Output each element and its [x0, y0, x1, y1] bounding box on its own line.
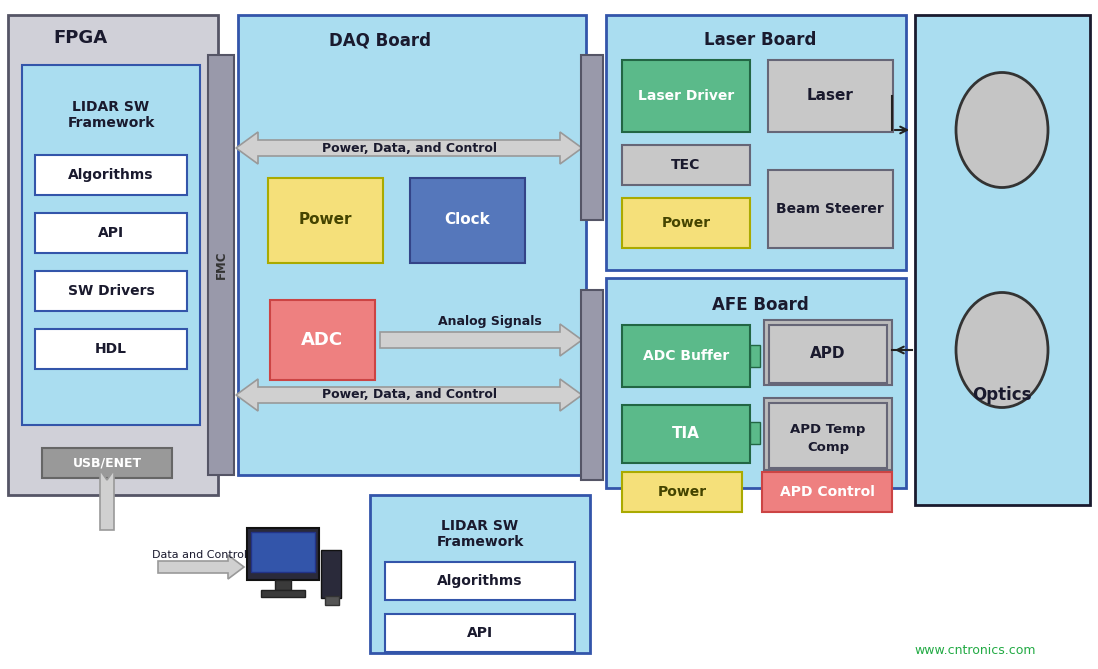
Text: Data and Control: Data and Control	[153, 550, 247, 560]
FancyBboxPatch shape	[325, 596, 339, 605]
Text: AFE Board: AFE Board	[712, 296, 808, 314]
FancyBboxPatch shape	[35, 329, 187, 369]
Text: FMC: FMC	[214, 251, 227, 279]
FancyBboxPatch shape	[35, 213, 187, 253]
FancyBboxPatch shape	[35, 155, 187, 195]
FancyBboxPatch shape	[768, 170, 893, 248]
Text: ADC Buffer: ADC Buffer	[642, 349, 729, 363]
Text: Power: Power	[661, 216, 710, 230]
Text: Framework: Framework	[436, 535, 524, 549]
FancyBboxPatch shape	[238, 15, 586, 475]
FancyBboxPatch shape	[606, 15, 906, 270]
Text: TIA: TIA	[672, 427, 699, 442]
Text: Clock: Clock	[444, 213, 490, 227]
Text: FPGA: FPGA	[53, 29, 108, 47]
Polygon shape	[236, 132, 582, 164]
Text: ADC: ADC	[301, 331, 343, 349]
FancyBboxPatch shape	[268, 178, 383, 263]
FancyBboxPatch shape	[261, 590, 305, 597]
FancyBboxPatch shape	[370, 495, 590, 653]
FancyBboxPatch shape	[42, 448, 172, 478]
Text: APD Temp: APD Temp	[791, 423, 865, 436]
Text: TEC: TEC	[671, 158, 701, 172]
Text: Algorithms: Algorithms	[437, 574, 523, 588]
Ellipse shape	[956, 72, 1047, 187]
FancyBboxPatch shape	[750, 345, 760, 367]
Text: API: API	[98, 226, 124, 240]
Text: Laser Board: Laser Board	[704, 31, 816, 49]
Text: Power, Data, and Control: Power, Data, and Control	[323, 389, 497, 401]
FancyBboxPatch shape	[606, 278, 906, 488]
Polygon shape	[236, 379, 582, 411]
FancyBboxPatch shape	[764, 398, 892, 470]
FancyBboxPatch shape	[621, 145, 750, 185]
Text: Power: Power	[658, 485, 706, 499]
FancyBboxPatch shape	[581, 290, 603, 480]
Text: API: API	[467, 626, 493, 640]
FancyBboxPatch shape	[385, 562, 575, 600]
FancyBboxPatch shape	[581, 55, 603, 220]
Text: www.cntronics.com: www.cntronics.com	[915, 644, 1035, 656]
Text: Framework: Framework	[67, 116, 155, 130]
FancyBboxPatch shape	[621, 198, 750, 248]
Text: Analog Signals: Analog Signals	[438, 316, 542, 328]
FancyBboxPatch shape	[621, 472, 742, 512]
FancyBboxPatch shape	[35, 271, 187, 311]
Text: APD Control: APD Control	[780, 485, 874, 499]
FancyBboxPatch shape	[321, 550, 341, 598]
Text: DAQ Board: DAQ Board	[329, 31, 432, 49]
Text: APD: APD	[810, 347, 845, 361]
Text: LIDAR SW: LIDAR SW	[72, 100, 149, 114]
FancyBboxPatch shape	[769, 403, 887, 468]
Text: Optics: Optics	[972, 386, 1032, 404]
Text: Beam Steerer: Beam Steerer	[776, 202, 884, 216]
Text: Power: Power	[299, 213, 351, 227]
FancyBboxPatch shape	[385, 614, 575, 652]
Text: Power, Data, and Control: Power, Data, and Control	[323, 142, 497, 155]
FancyBboxPatch shape	[762, 472, 892, 512]
Text: Laser: Laser	[807, 88, 853, 104]
Text: LIDAR SW: LIDAR SW	[441, 519, 518, 533]
Text: USB/ENET: USB/ENET	[72, 456, 142, 470]
Text: Algorithms: Algorithms	[68, 168, 154, 182]
Text: Laser Driver: Laser Driver	[638, 89, 735, 103]
FancyBboxPatch shape	[247, 528, 320, 580]
FancyBboxPatch shape	[274, 580, 291, 590]
Polygon shape	[158, 555, 244, 579]
Text: Comp: Comp	[807, 442, 849, 454]
Polygon shape	[380, 324, 582, 356]
FancyBboxPatch shape	[915, 15, 1090, 505]
FancyBboxPatch shape	[750, 422, 760, 444]
FancyBboxPatch shape	[621, 405, 750, 463]
FancyBboxPatch shape	[251, 532, 315, 572]
FancyBboxPatch shape	[621, 60, 750, 132]
Text: HDL: HDL	[96, 342, 127, 356]
FancyBboxPatch shape	[270, 300, 376, 380]
Ellipse shape	[956, 292, 1047, 407]
Polygon shape	[93, 460, 121, 530]
FancyBboxPatch shape	[208, 55, 234, 475]
FancyBboxPatch shape	[621, 325, 750, 387]
FancyBboxPatch shape	[8, 15, 219, 495]
FancyBboxPatch shape	[769, 325, 887, 383]
FancyBboxPatch shape	[410, 178, 525, 263]
FancyBboxPatch shape	[768, 60, 893, 132]
FancyBboxPatch shape	[22, 65, 200, 425]
Text: SW Drivers: SW Drivers	[68, 284, 155, 298]
FancyBboxPatch shape	[764, 320, 892, 385]
